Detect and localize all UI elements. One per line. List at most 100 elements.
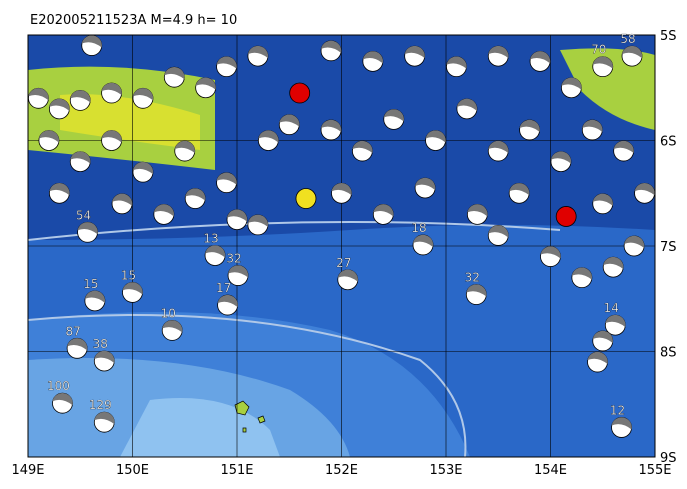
beachball-quadrant (228, 265, 249, 278)
beachball-quadrant (488, 225, 509, 238)
focal-mechanism (623, 235, 645, 257)
x-tick-label: 155E (638, 463, 671, 478)
depth-label: 13 (203, 231, 218, 245)
focal-mechanism (295, 188, 317, 209)
focal-mechanism (487, 45, 509, 67)
depth-label: 54 (76, 208, 91, 222)
beachball-quadrant (52, 393, 73, 406)
focal-mechanism (174, 140, 196, 162)
focal-mechanism (84, 290, 106, 312)
beachball-quadrant (132, 88, 154, 101)
focal-mechanism (372, 203, 394, 225)
focal-mechanism (621, 45, 643, 67)
focal-mechanism (217, 294, 238, 316)
focal-mechanism (581, 119, 603, 141)
depth-label: 129 (89, 398, 112, 412)
beachball-quadrant (592, 56, 613, 69)
beachball-quadrant (94, 411, 115, 425)
focal-mechanism (111, 193, 133, 215)
focal-mechanism (487, 140, 509, 162)
focal-mechanism (519, 119, 540, 141)
beachball-quadrant (195, 77, 216, 90)
beachball-quadrant (258, 130, 279, 143)
focal-mechanism (540, 246, 561, 267)
beachball-quadrant (611, 417, 632, 430)
focal-mechanism (132, 87, 154, 109)
focal-mechanism (226, 209, 248, 231)
beachball-quadrant (174, 140, 195, 154)
beachball-quadrant (205, 245, 226, 258)
focal-mechanism (383, 109, 405, 130)
beachball-quadrant (446, 56, 467, 69)
beachball-quadrant (613, 140, 634, 154)
beachball-quadrant (122, 282, 143, 295)
beachball-quadrant (373, 204, 394, 217)
y-tick-label: 8S (660, 346, 677, 361)
focal-mechanism (456, 98, 478, 120)
beachball-quadrant (561, 77, 582, 90)
focal-mechanism (81, 35, 103, 56)
focal-mechanism (604, 314, 626, 336)
beachball-quadrant (94, 350, 115, 363)
focal-mechanism (561, 77, 582, 99)
beachball-quadrant (425, 130, 446, 143)
focal-mechanism (592, 330, 614, 352)
beachball-quadrant (592, 193, 613, 206)
focal-mechanism (320, 40, 342, 62)
beachball-quadrant (352, 140, 373, 154)
beachball-quadrant (227, 209, 248, 222)
beachball-quadrant (49, 183, 70, 196)
focal-mechanism (278, 114, 300, 136)
beachball-quadrant (279, 114, 300, 127)
depth-label: 38 (93, 337, 108, 351)
x-tick-label: 154E (534, 463, 567, 478)
focal-mechanism (69, 151, 91, 173)
beachball-quadrant (216, 172, 237, 185)
beachball-quadrant (49, 98, 70, 111)
focal-mechanism (529, 50, 551, 72)
beachball-quadrant (132, 161, 154, 175)
focal-mechanism (508, 182, 530, 204)
depth-label: 17 (216, 281, 231, 295)
beachball-quadrant (70, 90, 91, 103)
beachball-quadrant (185, 188, 206, 201)
depth-label: 12 (610, 403, 625, 417)
beachball-quadrant (153, 204, 175, 217)
focal-mechanism (592, 193, 614, 215)
focal-mechanism (132, 161, 154, 183)
beachball-quadrant (488, 45, 509, 59)
beachball-quadrant (77, 222, 98, 235)
depth-label: 14 (604, 301, 619, 315)
focal-mechanism (216, 56, 237, 78)
beachball-quadrant (550, 151, 572, 164)
beachball-quadrant (404, 45, 425, 59)
beachball-quadrant (70, 151, 91, 164)
y-tick-label: 9S (660, 451, 677, 466)
beachball (555, 206, 577, 227)
depth-label: 15 (83, 277, 98, 291)
focal-mechanism (465, 284, 487, 305)
focal-mechanism (611, 417, 632, 438)
focal-mechanism (404, 45, 426, 67)
map-frame (27, 34, 656, 458)
focal-mechanism (52, 392, 73, 414)
focal-mechanism (289, 82, 311, 104)
focal-mechanism (66, 337, 88, 359)
focal-mechanism (163, 66, 185, 88)
focal-mechanism (337, 269, 359, 291)
depth-label: 70 (591, 43, 606, 57)
beachball-quadrant (571, 267, 593, 280)
beachball-quadrant (466, 284, 487, 297)
depth-label: 87 (65, 324, 80, 338)
depth-label: 58 (620, 32, 635, 46)
beachball-quadrant (321, 119, 342, 132)
y-tick-label: 7S (660, 240, 677, 255)
beachball-quadrant (582, 119, 603, 132)
beachball-quadrant (603, 256, 624, 270)
beachball (289, 82, 311, 104)
y-tick-label: 6S (660, 135, 677, 150)
beachball-quadrant (519, 119, 540, 132)
focal-mechanism (247, 45, 269, 67)
focal-mechanism (587, 351, 608, 373)
beachball-quadrant (337, 269, 358, 282)
